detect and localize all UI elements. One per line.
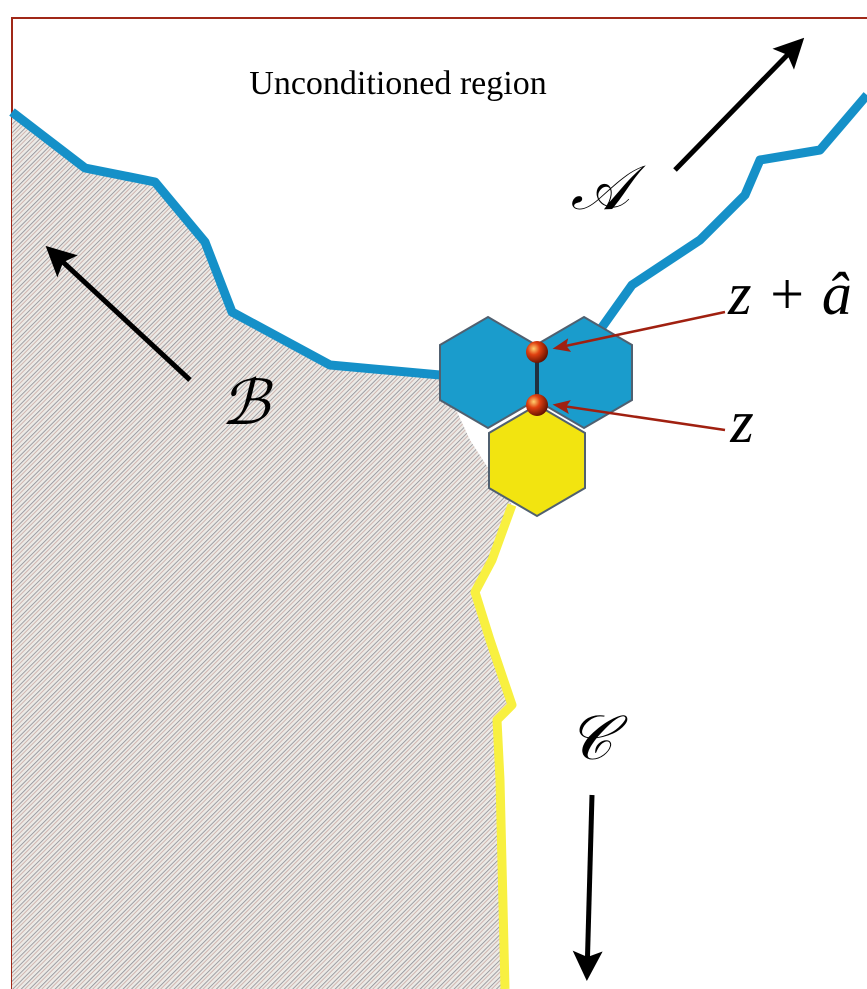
label-a: 𝒜 (571, 155, 647, 223)
hatched-region (12, 112, 512, 989)
region-label: Unconditioned region (249, 65, 546, 102)
label-c: 𝒞 (567, 705, 628, 773)
diagram: Unconditioned region 𝒜 ℬ 𝒞 z + â z (0, 0, 867, 989)
label-z-plus-a: z + â (727, 261, 852, 327)
site (526, 394, 548, 416)
label-z: z (729, 389, 753, 455)
site (526, 341, 548, 363)
arrow-c (587, 795, 592, 975)
label-b: ℬ (221, 370, 274, 438)
arrow-a (675, 42, 800, 170)
